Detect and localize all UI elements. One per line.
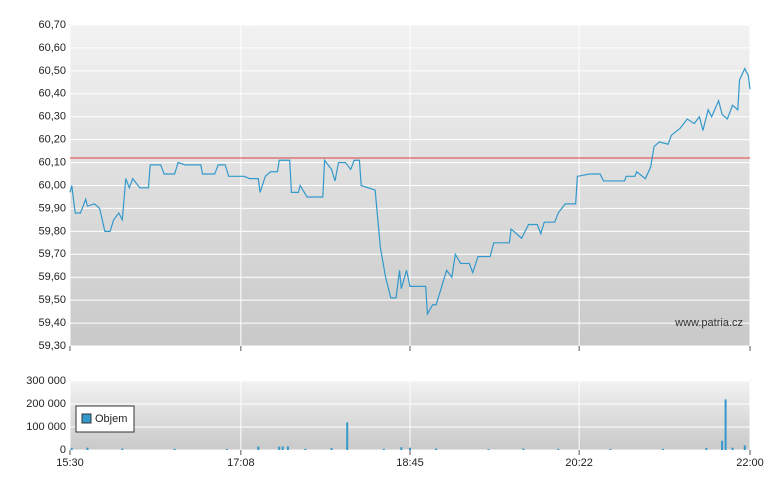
volume-bar <box>382 448 385 450</box>
y-tick-label: 60,60 <box>38 42 66 54</box>
y-tick-label: 59,80 <box>38 225 66 237</box>
y-tick-label: 100 000 <box>26 421 66 433</box>
volume-bar <box>435 448 438 450</box>
x-tick-label: 17:08 <box>227 457 255 469</box>
volume-bar <box>400 447 403 450</box>
x-tick-label: 20:22 <box>565 457 593 469</box>
y-tick-label: 300 000 <box>26 375 66 387</box>
y-tick-label: 200 000 <box>26 398 66 410</box>
volume-bar <box>278 446 281 450</box>
volume-bar <box>281 446 284 450</box>
volume-bar <box>721 440 724 450</box>
y-tick-label: 60,40 <box>38 88 66 100</box>
y-tick-label: 60,50 <box>38 65 66 77</box>
x-tick-label: 22:00 <box>736 457 764 469</box>
y-tick-label: 60,20 <box>38 134 66 146</box>
y-tick-label: 60,70 <box>38 19 66 31</box>
x-tick-label: 18:45 <box>396 457 424 469</box>
legend-box <box>75 405 135 433</box>
volume-bar <box>330 448 333 450</box>
volume-bar <box>724 399 727 450</box>
y-tick-label: 59,30 <box>38 340 66 352</box>
volume-bar <box>487 449 490 450</box>
y-tick-label: 59,40 <box>38 317 66 329</box>
volume-bar <box>557 448 560 450</box>
volume-bar <box>257 446 260 450</box>
y-tick-label: 59,90 <box>38 202 66 214</box>
volume-bar <box>86 447 89 450</box>
volume-bar <box>731 447 734 450</box>
legend-swatch <box>81 413 92 424</box>
volume-bar <box>225 449 228 450</box>
volume-bar <box>70 448 73 450</box>
volume-bar <box>705 448 708 450</box>
y-tick-label: 60,00 <box>38 179 66 191</box>
y-tick-label: 59,60 <box>38 271 66 283</box>
y-tick-label: 59,50 <box>38 294 66 306</box>
volume-bar <box>304 448 307 450</box>
legend-label: Objem <box>95 413 127 425</box>
y-tick-label: 59,70 <box>38 248 66 260</box>
y-tick-label: 60,10 <box>38 156 66 168</box>
y-tick-label: 60,30 <box>38 111 66 123</box>
volume-bar <box>743 445 746 450</box>
volume-bar <box>346 422 349 450</box>
volume-bar <box>173 448 176 450</box>
volume-bar <box>409 447 411 450</box>
y-tick-label: 0 <box>60 444 66 456</box>
price-line <box>69 67 751 316</box>
watermark: www.patria.cz <box>674 317 743 329</box>
volume-bar <box>121 448 124 450</box>
volume-bar <box>522 448 525 450</box>
volume-bar <box>661 448 664 450</box>
volume-bar <box>609 449 612 450</box>
x-tick-label: 15:30 <box>56 457 84 469</box>
volume-bar <box>286 446 289 450</box>
